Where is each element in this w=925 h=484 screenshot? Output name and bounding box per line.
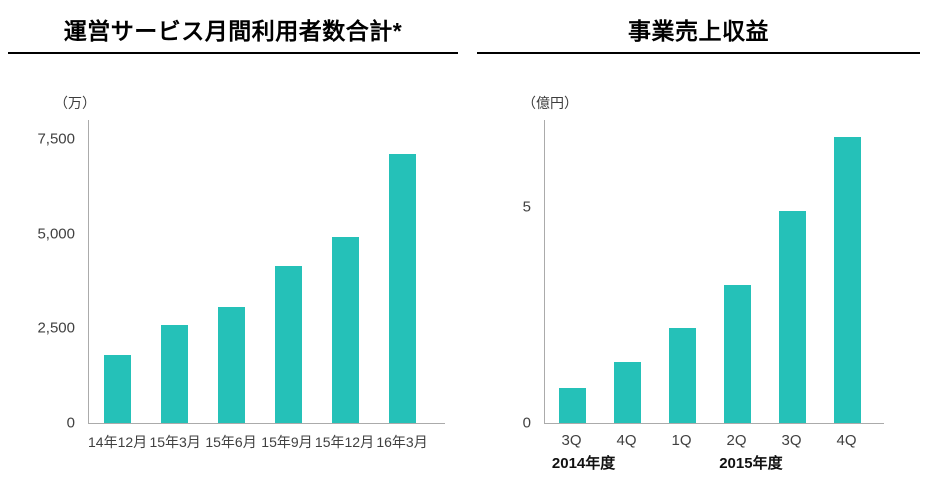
x-tick-label: 3Q: [561, 432, 582, 449]
fiscal-year-labels: 2014年度 2015年度: [544, 452, 874, 474]
y-tick-label: 0: [66, 414, 75, 432]
x-tick-label: 15年6月: [205, 434, 257, 450]
x-tick-label: 15年9月: [261, 434, 313, 450]
chart-title-right: 事業売上収益: [628, 18, 769, 44]
bar: [669, 327, 696, 423]
bar-slot: [146, 120, 203, 423]
bar: [779, 210, 806, 423]
x-tick-label: 3Q: [781, 432, 802, 449]
x-axis-labels-right: 3Q 4Q 1Q 2Q 3Q 4Q: [544, 432, 874, 449]
y-tick-label: 2,500: [37, 319, 75, 337]
bar: [834, 137, 861, 423]
bar: [559, 388, 586, 423]
bar-series-left: [89, 120, 431, 423]
bar-slot: [260, 120, 317, 423]
y-tick-label: 5,000: [37, 225, 75, 243]
x-tick-label: 4Q: [836, 432, 857, 449]
x-tick-label: 1Q: [671, 432, 692, 449]
bar: [104, 354, 131, 423]
bar: [275, 265, 302, 423]
chart-title-left: 運営サービス月間利用者数合計*: [63, 18, 403, 44]
bar-slot: [203, 120, 260, 423]
bar-slot: [545, 120, 600, 423]
bar-slot: [710, 120, 765, 423]
y-tick-label: 5: [522, 198, 531, 216]
bar-slot: [317, 120, 374, 423]
bar: [614, 362, 641, 423]
x-tick-label: 14年12月: [88, 434, 148, 450]
x-tick-label: 15年3月: [149, 434, 201, 450]
x-tick-label: 15年12月: [314, 434, 375, 450]
x-axis-labels-left: 14年12月 15年3月 15年6月 15年9月 15年12月 16年3月: [88, 432, 430, 452]
bar-slot: [655, 120, 710, 423]
x-tick-label: 4Q: [616, 432, 637, 449]
y-axis-unit-label-left: （万）: [54, 95, 96, 111]
title-underline-right: [477, 52, 920, 54]
bar-slot: [600, 120, 655, 423]
y-axis-unit-label-right: （億円）: [522, 95, 578, 111]
bar-series-right: [545, 120, 875, 423]
bar-slot: [765, 120, 820, 423]
x-tick-label: 2Q: [726, 432, 747, 449]
fiscal-year-label: 2014年度: [551, 455, 616, 472]
x-tick-label: 16年3月: [376, 434, 428, 450]
bar-slot: [374, 120, 431, 423]
bar-slot: [820, 120, 875, 423]
title-underline-left: [8, 52, 458, 54]
fiscal-year-label: 2015年度: [719, 455, 783, 472]
bar-slot: [89, 120, 146, 423]
monthly-users-bar-chart: 0 2,500 5,000 7,500: [37, 120, 445, 431]
bar: [724, 284, 751, 423]
monthly-users-chart-panel: 運営サービス月間利用者数合計* （万） 0 2,500 5,000 7,500 14年…: [8, 0, 458, 484]
bar: [389, 154, 416, 423]
bar: [161, 324, 188, 423]
y-tick-label: 0: [522, 414, 531, 432]
bar: [332, 237, 359, 423]
bar: [218, 307, 245, 423]
y-tick-label: 7,500: [37, 130, 75, 148]
